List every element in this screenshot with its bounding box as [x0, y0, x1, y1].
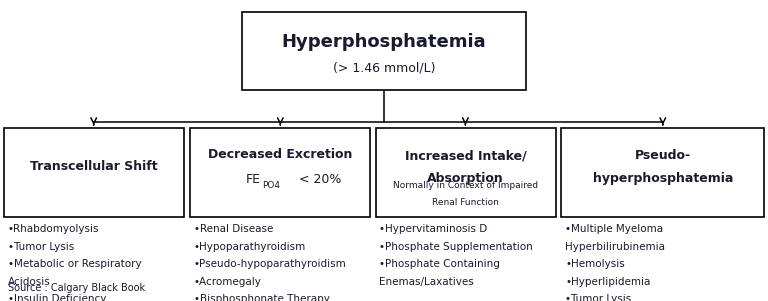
Text: hyperphosphatemia: hyperphosphatemia — [593, 172, 733, 185]
Text: Transcellular Shift: Transcellular Shift — [30, 160, 158, 173]
Text: (> 1.46 mmol/L): (> 1.46 mmol/L) — [333, 62, 435, 75]
Text: Acidosis: Acidosis — [8, 277, 51, 287]
Text: •Hemolysis: •Hemolysis — [565, 259, 625, 269]
Text: Hyperbilirubinemia: Hyperbilirubinemia — [565, 242, 665, 252]
Text: Enemas/Laxatives: Enemas/Laxatives — [379, 277, 474, 287]
Text: •Tumor Lysis: •Tumor Lysis — [565, 294, 631, 301]
Text: Increased Intake/: Increased Intake/ — [405, 149, 527, 162]
Text: •Bisphosphonate Therapy: •Bisphosphonate Therapy — [194, 294, 329, 301]
Text: Pseudo-: Pseudo- — [634, 149, 691, 162]
Text: •Pseudo-hypoparathyroidism: •Pseudo-hypoparathyroidism — [194, 259, 346, 269]
Text: •Hypoparathyroidism: •Hypoparathyroidism — [194, 242, 306, 252]
Text: Source : Calgary Black Book: Source : Calgary Black Book — [8, 284, 145, 293]
Text: Renal Function: Renal Function — [432, 198, 499, 207]
Text: •Phosphate Containing: •Phosphate Containing — [379, 259, 500, 269]
FancyBboxPatch shape — [242, 12, 526, 90]
Text: •Hypervitaminosis D: •Hypervitaminosis D — [379, 224, 488, 234]
FancyBboxPatch shape — [561, 128, 764, 217]
FancyBboxPatch shape — [190, 128, 370, 217]
Text: PO4: PO4 — [263, 181, 280, 190]
Text: •Tumor Lysis: •Tumor Lysis — [8, 242, 74, 252]
Text: Absorption: Absorption — [428, 172, 504, 185]
Text: •Hyperlipidemia: •Hyperlipidemia — [565, 277, 650, 287]
Text: Hyperphosphatemia: Hyperphosphatemia — [282, 33, 486, 51]
Text: •Multiple Myeloma: •Multiple Myeloma — [565, 224, 664, 234]
Text: •Acromegaly: •Acromegaly — [194, 277, 261, 287]
Text: •Phosphate Supplementation: •Phosphate Supplementation — [379, 242, 533, 252]
Text: < 20%: < 20% — [295, 173, 342, 186]
Text: •Renal Disease: •Renal Disease — [194, 224, 273, 234]
Text: FE: FE — [246, 173, 260, 186]
FancyBboxPatch shape — [376, 128, 556, 217]
Text: •Rhabdomyolysis: •Rhabdomyolysis — [8, 224, 99, 234]
Text: Decreased Excretion: Decreased Excretion — [208, 148, 352, 161]
Text: •Insulin Deficiency: •Insulin Deficiency — [8, 294, 106, 301]
Text: •Metabolic or Respiratory: •Metabolic or Respiratory — [8, 259, 141, 269]
FancyBboxPatch shape — [4, 128, 184, 217]
Text: Normally in Context of Impaired: Normally in Context of Impaired — [393, 182, 538, 190]
